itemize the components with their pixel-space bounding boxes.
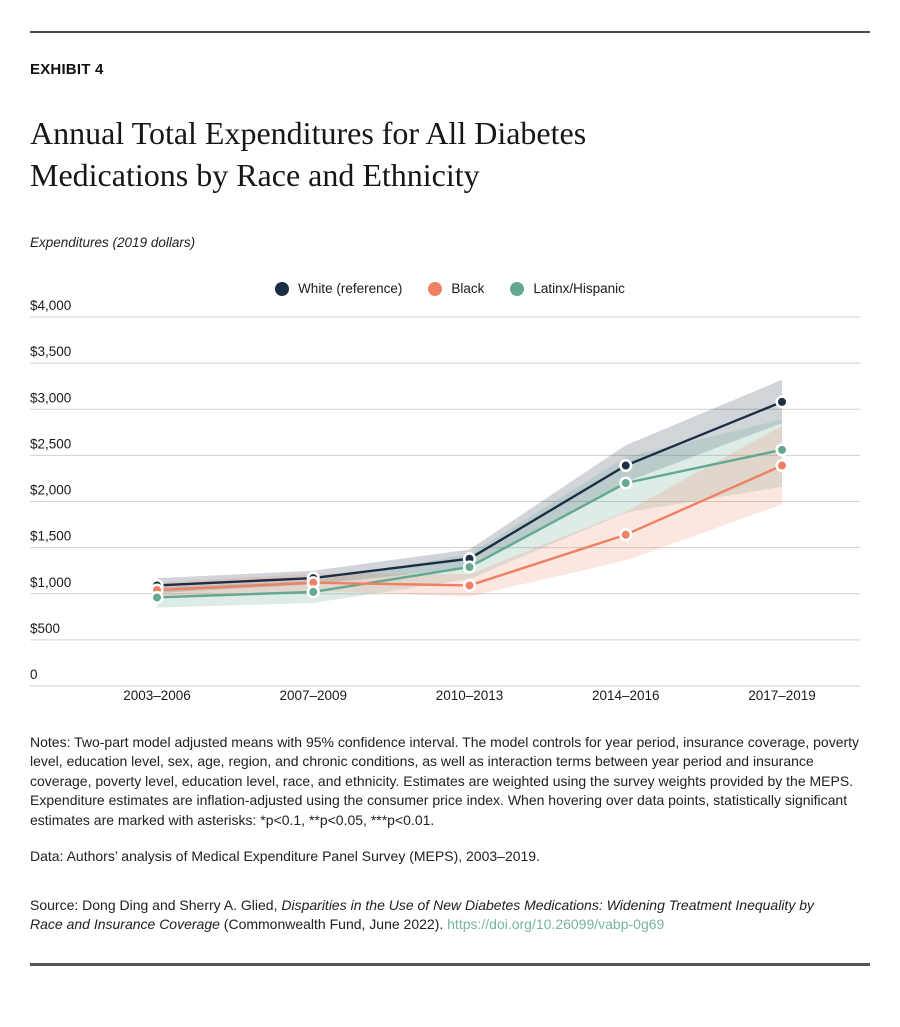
notes-text: Notes: Two-part model adjusted means wit… [30, 734, 860, 828]
data-point[interactable] [619, 528, 633, 542]
data-point[interactable] [619, 476, 633, 490]
chart-svg: $4,000 $3,500 $3,000 $2,500 $2,000 $1,500 $1,0… [30, 298, 860, 703]
data-credit-text: Data: Authors’ analysis of Medical Expen… [30, 848, 540, 864]
expenditure-line-chart: $4,000 $3,500 $3,000 $2,500 $2,000 $1,500 $1,0… [30, 290, 870, 705]
y-tick-label: $2,500 [30, 436, 71, 451]
legend-dot-black-icon [428, 281, 443, 296]
legend-dot-latinx-icon [510, 281, 525, 296]
legend-label-white: White (reference) [298, 281, 403, 296]
data-point[interactable] [619, 458, 633, 473]
x-tick-label: 2017–2019 [748, 688, 816, 703]
legend-label-black: Black [451, 281, 485, 296]
legend-item-black: Black [428, 281, 484, 296]
exhibit-label: EXHIBIT 4 [30, 61, 104, 78]
data-point[interactable] [775, 443, 789, 457]
y-tick-label: $2,000 [30, 483, 71, 498]
chart-legend: White (reference) Black Latinx/Hispanic [30, 281, 870, 296]
source-publication-title: Disparities in the Use of New Diabetes M… [30, 897, 815, 933]
data-point[interactable] [462, 560, 477, 574]
top-divider [30, 31, 870, 33]
source-prefix: Source: Dong Ding and Sherry A. Glied, [30, 897, 282, 913]
x-tick-label: 2014–2016 [592, 688, 660, 703]
data-point[interactable] [775, 395, 789, 409]
confidence-band [157, 425, 782, 598]
data-point[interactable] [775, 458, 789, 473]
page-title: Annual Total Expenditures for All Diabet… [30, 115, 587, 193]
axis-unit-label: Expenditures (2019 dollars) [30, 235, 196, 250]
legend-item-latinx: Latinx/Hispanic [510, 281, 625, 296]
y-tick-label: 0 [30, 667, 38, 682]
doi-link[interactable]: https://doi.org/10.26099/vabp-0g69 [447, 916, 665, 933]
x-tick-label: 2003–2006 [123, 688, 191, 703]
legend-item-white: White (reference) [275, 281, 402, 296]
x-tick-label: 2010–2013 [436, 688, 504, 703]
source-suffix: (Commonwealth Fund, June 2022). [219, 916, 448, 933]
x-tick-label: 2007–2009 [279, 688, 347, 703]
data-point[interactable] [150, 590, 164, 605]
y-tick-label: $1,500 [30, 529, 71, 544]
legend-label-latinx: Latinx/Hispanic [533, 281, 625, 296]
bottom-divider [30, 963, 870, 966]
y-tick-label: $3,000 [30, 390, 71, 405]
y-tick-label: $1,000 [30, 575, 71, 590]
data-point[interactable] [462, 578, 477, 593]
y-tick-label: $3,500 [30, 344, 71, 359]
y-tick-label: $4,000 [30, 298, 71, 313]
legend-dot-white-icon [275, 281, 290, 296]
data-point[interactable] [306, 585, 320, 599]
source-text: Source: Dong Ding and Sherry A. Glied, D… [30, 896, 842, 935]
y-tick-label: $500 [30, 621, 60, 636]
confidence-band [157, 379, 782, 593]
